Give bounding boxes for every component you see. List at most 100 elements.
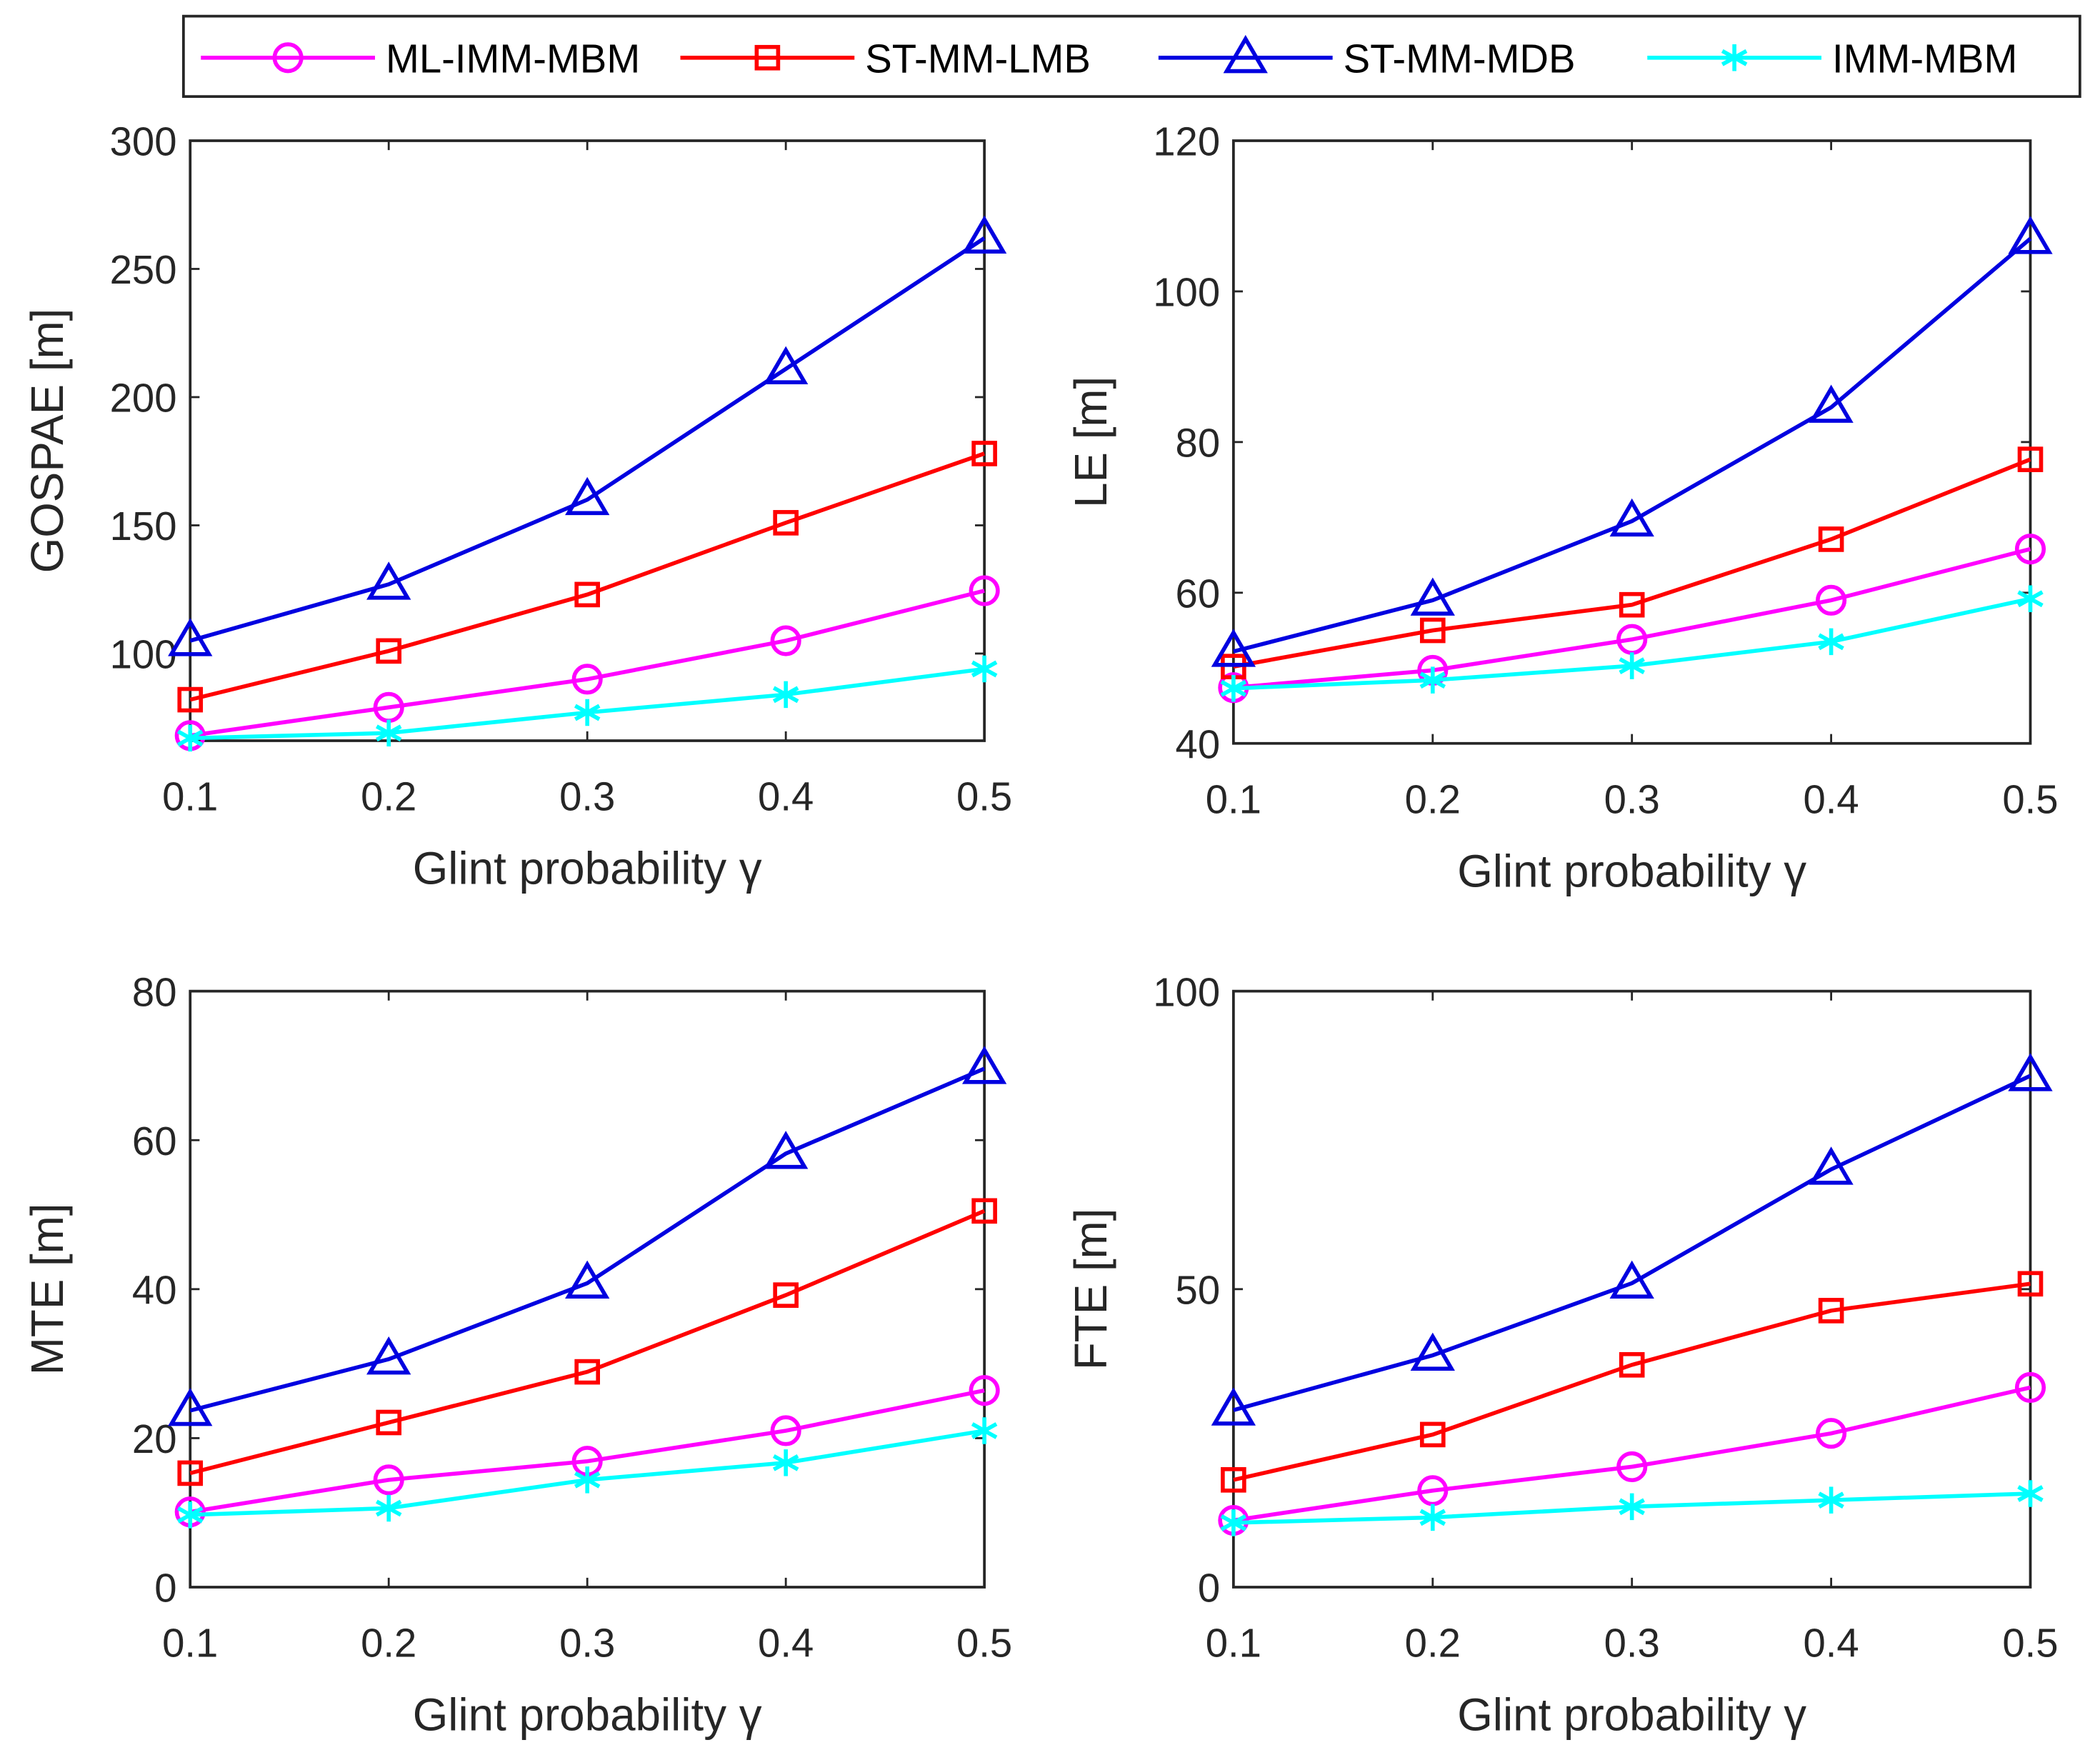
- asterisk-stroke: [2017, 1485, 2044, 1502]
- data-point-circle-icon: [2014, 534, 2046, 565]
- asterisk-stroke: [971, 1422, 998, 1439]
- data-point-asterisk-icon: [375, 719, 402, 746]
- asterisk-stroke: [772, 686, 799, 704]
- y-tick-label: 80: [132, 969, 177, 1014]
- series-st-mm-lmb: [177, 1198, 997, 1486]
- legend-item-ml-imm-mbm: ML-IMM-MBM: [201, 36, 640, 81]
- data-point-asterisk-icon: [574, 699, 601, 726]
- legend-item-st-mm-mdb: ST-MM-MDB: [1158, 34, 1576, 81]
- data-point-circle-icon: [770, 1415, 801, 1446]
- data-point-square-icon: [1419, 1421, 1446, 1448]
- data-point-triangle-icon: [961, 215, 1007, 254]
- data-point-triangle-icon: [1211, 629, 1256, 667]
- data-point-square-icon: [376, 1409, 402, 1436]
- y-axis-label: GOSPAE [m]: [21, 309, 73, 574]
- y-axis-label: FTE [m]: [1065, 1208, 1116, 1370]
- series-st-mm-lmb: [177, 441, 997, 713]
- series-st-mm-mdb: [168, 1046, 1007, 1426]
- data-point-asterisk-icon: [375, 1494, 402, 1522]
- data-point-asterisk-icon: [971, 655, 998, 683]
- data-point-triangle-icon: [366, 561, 411, 600]
- y-tick-label: 150: [110, 504, 177, 549]
- asterisk-stroke: [375, 724, 402, 742]
- series-line: [189, 236, 986, 643]
- data-point-asterisk-icon: [971, 1417, 998, 1444]
- y-tick-label: 0: [154, 1566, 176, 1611]
- x-axis-label: Glint probability γ: [413, 1689, 762, 1741]
- series-line: [189, 589, 985, 738]
- data-point-asterisk-icon: [1419, 1504, 1446, 1531]
- asterisk-stroke: [177, 729, 204, 747]
- data-point-triangle-icon: [565, 476, 610, 516]
- data-point-asterisk-icon: [1619, 1493, 1645, 1521]
- data-point-triangle-icon: [1410, 577, 1455, 616]
- x-tick-label: 0.5: [956, 774, 1012, 819]
- asterisk-stroke: [1818, 633, 1844, 651]
- x-tick-label: 0.1: [1206, 1621, 1261, 1666]
- data-point-triangle-icon: [1609, 1260, 1654, 1299]
- series-st-mm-lmb: [1221, 1271, 2044, 1493]
- data-point-triangle-icon: [764, 1131, 809, 1169]
- data-point-asterisk-icon: [2017, 585, 2044, 613]
- asterisk-stroke: [1419, 1509, 1446, 1526]
- series-line: [1233, 1281, 2031, 1482]
- x-tick-label: 0.1: [1206, 776, 1261, 821]
- x-tick-label: 0.4: [758, 1621, 814, 1666]
- asterisk-stroke: [1419, 671, 1446, 689]
- data-point-asterisk-icon: [1220, 1509, 1247, 1536]
- data-point-circle-icon: [1816, 1418, 1847, 1449]
- x-tick-label: 0.2: [361, 1621, 416, 1666]
- asterisk-stroke: [375, 1499, 402, 1517]
- y-tick-label: 60: [1176, 571, 1221, 616]
- legend-item-imm-mbm: IMM-MBM: [1647, 36, 2017, 81]
- legend-label: ML-IMM-MBM: [386, 36, 640, 81]
- y-tick-label: 80: [1176, 421, 1221, 466]
- data-point-square-icon: [971, 1198, 997, 1224]
- data-point-square-icon: [574, 1359, 600, 1385]
- y-tick-label: 50: [1176, 1267, 1221, 1312]
- y-tick-label: 40: [1176, 721, 1221, 766]
- legend-item-st-mm-lmb: ST-MM-LMB: [680, 36, 1091, 81]
- x-tick-label: 0.4: [1803, 776, 1859, 821]
- series-line: [189, 1066, 986, 1413]
- data-point-asterisk-icon: [1818, 628, 1844, 656]
- x-axis-label: Glint probability γ: [1457, 845, 1806, 896]
- data-point-circle-icon: [571, 664, 603, 695]
- data-point-triangle-icon: [2008, 216, 2053, 254]
- data-point-square-icon: [2017, 446, 2044, 472]
- data-point-triangle-icon: [366, 1336, 411, 1375]
- data-point-circle-icon: [969, 575, 1000, 606]
- x-tick-label: 0.5: [956, 1621, 1012, 1666]
- series-imm-mbm: [177, 655, 998, 752]
- asterisk-stroke: [1818, 1491, 1844, 1509]
- data-point-triangle-icon: [1609, 498, 1654, 537]
- data-point-asterisk-icon: [1619, 652, 1645, 679]
- x-tick-label: 0.4: [1803, 1621, 1859, 1666]
- series-line: [1233, 1074, 2031, 1412]
- plots: 0.1 0.2 0.3 0.4 0.5 100 150 200 250 300 Glint prob…: [21, 119, 2058, 1741]
- series-line: [1233, 546, 2031, 690]
- x-axis-label: Glint probability γ: [1457, 1689, 1806, 1741]
- x-tick-label: 0.3: [1604, 1621, 1660, 1666]
- legend-label: ST-MM-LMB: [865, 36, 1091, 81]
- asterisk-stroke: [1220, 1514, 1247, 1531]
- series-line: [1233, 236, 2032, 654]
- data-point-square-icon: [574, 581, 600, 608]
- x-tick-label: 0.4: [758, 774, 814, 819]
- y-tick-label: 40: [132, 1267, 177, 1312]
- data-point-asterisk-icon: [1220, 675, 1247, 702]
- data-point-triangle-icon: [1809, 1146, 1854, 1185]
- series-st-mm-mdb: [1211, 216, 2053, 667]
- data-point-triangle-icon: [961, 1046, 1007, 1084]
- y-tick-label: 100: [1153, 969, 1220, 1014]
- legend-marker-asterisk-icon: [1721, 44, 1748, 71]
- data-point-triangle-icon: [1211, 1387, 1256, 1426]
- y-tick-label: 250: [110, 247, 177, 292]
- y-tick-label: 200: [110, 376, 177, 421]
- legend-marker-triangle-icon: [1223, 34, 1268, 74]
- axes-box: [189, 989, 986, 1589]
- series-line: [189, 451, 986, 702]
- data-point-triangle-icon: [764, 346, 809, 385]
